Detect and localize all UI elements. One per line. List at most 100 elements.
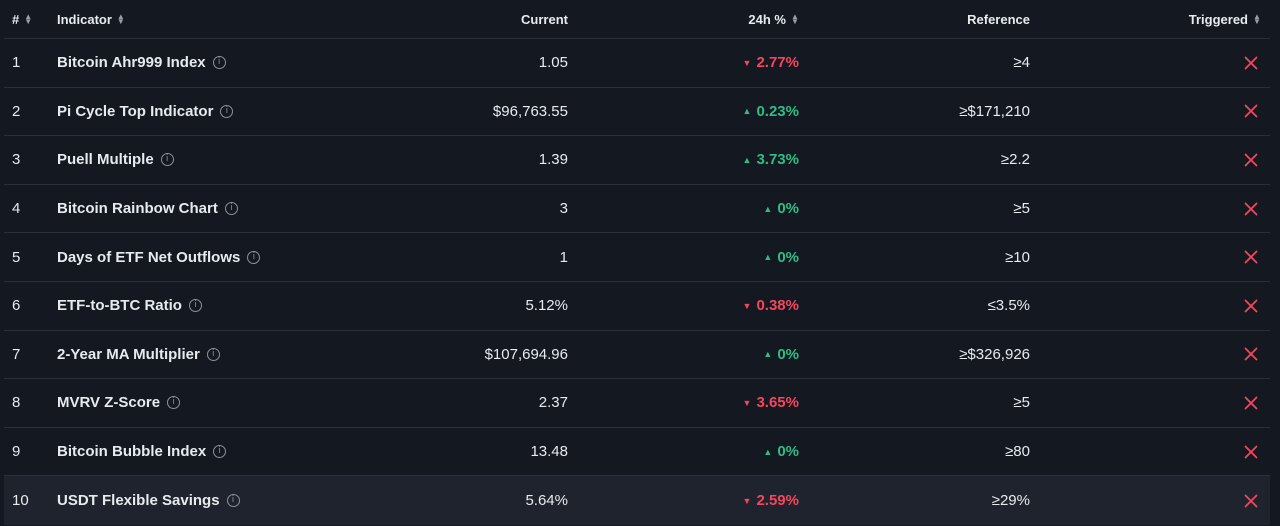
indicator-name[interactable]: Puell Multiple (57, 151, 154, 169)
header-indicator[interactable]: Indicator ▲ ▼ (57, 0, 457, 38)
sort-icon[interactable]: ▲ ▼ (24, 12, 33, 26)
info-icon[interactable]: i (213, 445, 227, 459)
triggered-cell (1104, 136, 1260, 184)
header-triggered-label: Triggered (1188, 11, 1248, 27)
table-row[interactable]: 3 Puell Multiple i 1.39 ▲ 3.73% ≥2.2 (4, 136, 1270, 185)
row-number-text: 9 (12, 443, 21, 461)
header-num[interactable]: # ▲ ▼ (12, 0, 52, 38)
indicator-cell[interactable]: Days of ETF Net Outflows i (57, 233, 457, 281)
info-icon[interactable]: i (212, 56, 226, 70)
current-value: $107,694.96 (484, 345, 568, 363)
sort-icon[interactable]: ▲ ▼ (116, 12, 125, 26)
table-row[interactable]: 1 Bitcoin Ahr999 Index i 1.05 ▼ 2.77% ≥4 (4, 39, 1270, 88)
x-icon (1244, 445, 1258, 458)
reference-value: ≤3.5% (987, 297, 1030, 315)
reference-value: ≥5 (1013, 200, 1030, 218)
reference-cell: ≥10 (824, 233, 1030, 281)
indicator-cell[interactable]: MVRV Z-Score i (57, 379, 457, 427)
header-change[interactable]: 24h % ▲ ▼ (604, 0, 799, 38)
table-row[interactable]: 10 USDT Flexible Savings i 5.64% ▼ 2.59%… (4, 476, 1270, 525)
triangle-down-icon: ▼ (742, 300, 752, 311)
change-value: 3.73% (756, 151, 799, 169)
info-icon[interactable]: i (247, 250, 261, 264)
change-value: 2.77% (756, 54, 799, 72)
indicator-name[interactable]: Pi Cycle Top Indicator (57, 102, 214, 120)
indicator-cell[interactable]: 2-Year MA Multiplier i (57, 331, 457, 379)
triangle-down-icon: ▼ (742, 57, 752, 68)
row-number: 3 (12, 136, 52, 184)
triggered-cell (1104, 88, 1260, 136)
reference-value: ≥10 (1005, 248, 1030, 266)
current-value: 5.64% (525, 492, 568, 510)
info-icon[interactable]: i (167, 396, 181, 410)
row-number: 6 (12, 282, 52, 330)
row-number-text: 10 (12, 492, 29, 510)
table-row[interactable]: 6 ETF-to-BTC Ratio i 5.12% ▼ 0.38% ≤3.5% (4, 282, 1270, 331)
reference-value: ≥4 (1013, 54, 1030, 72)
info-icon[interactable]: i (188, 299, 202, 313)
row-number-text: 4 (12, 200, 21, 218)
reference-value: ≥29% (991, 492, 1030, 510)
row-number-text: 5 (12, 248, 21, 266)
row-number-text: 6 (12, 297, 21, 315)
row-number: 8 (12, 379, 52, 427)
x-icon (1244, 250, 1258, 264)
info-icon[interactable]: i (224, 202, 238, 216)
table-row[interactable]: 4 Bitcoin Rainbow Chart i 3 ▲ 0% ≥5 (4, 185, 1270, 234)
indicator-cell[interactable]: ETF-to-BTC Ratio i (57, 282, 457, 330)
reference-cell: ≥29% (824, 476, 1030, 525)
reference-value: ≥$171,210 (959, 102, 1030, 120)
change-value: 3.65% (756, 394, 799, 412)
header-triggered[interactable]: Triggered ▲ ▼ (1104, 0, 1261, 38)
indicator-name[interactable]: Bitcoin Bubble Index (57, 443, 207, 461)
table-row[interactable]: 5 Days of ETF Net Outflows i 1 ▲ 0% ≥10 (4, 233, 1270, 282)
reference-value: ≥5 (1013, 394, 1030, 412)
indicator-cell[interactable]: USDT Flexible Savings i (57, 476, 457, 525)
indicator-cell[interactable]: Puell Multiple i (57, 136, 457, 184)
table-row[interactable]: 9 Bitcoin Bubble Index i 13.48 ▲ 0% ≥80 (4, 428, 1270, 477)
header-current-label: Current (521, 11, 568, 27)
triangle-down-icon: ▼ (742, 495, 752, 506)
info-icon[interactable]: i (226, 494, 240, 508)
change-value: 0% (777, 345, 799, 363)
x-icon (1244, 56, 1258, 70)
change-value: 0% (777, 200, 799, 218)
current-value: 2.37 (538, 394, 568, 412)
table-row[interactable]: 7 2-Year MA Multiplier i $107,694.96 ▲ 0… (4, 331, 1270, 380)
triggered-cell (1104, 476, 1260, 525)
reference-value: ≥$326,926 (959, 345, 1030, 363)
change-value: 0.38% (756, 297, 799, 315)
indicator-name[interactable]: MVRV Z-Score (57, 394, 161, 412)
sort-icon[interactable]: ▲ ▼ (1253, 12, 1261, 26)
x-icon (1244, 202, 1258, 215)
triangle-up-icon: ▲ (763, 349, 773, 360)
indicator-cell[interactable]: Pi Cycle Top Indicator i (57, 88, 457, 136)
x-icon (1244, 494, 1258, 508)
info-icon[interactable]: i (160, 153, 174, 167)
table-row[interactable]: 8 MVRV Z-Score i 2.37 ▼ 3.65% ≥5 (4, 379, 1270, 428)
row-number: 9 (12, 428, 52, 476)
indicator-name[interactable]: ETF-to-BTC Ratio (57, 297, 182, 315)
indicator-name[interactable]: USDT Flexible Savings (57, 492, 220, 510)
indicator-name[interactable]: Bitcoin Ahr999 Index (57, 54, 206, 72)
current-cell: 5.12% (304, 282, 568, 330)
reference-value: ≥80 (1005, 443, 1030, 461)
indicator-cell[interactable]: Bitcoin Bubble Index i (57, 428, 457, 476)
change-value: 0.23% (756, 102, 799, 120)
indicator-name[interactable]: Bitcoin Rainbow Chart (57, 200, 218, 218)
reference-cell: ≥5 (824, 185, 1030, 233)
sort-icon[interactable]: ▲ ▼ (791, 12, 799, 26)
triangle-up-icon: ▲ (742, 154, 752, 165)
header-change-label: 24h % (748, 11, 786, 27)
indicator-name[interactable]: Days of ETF Net Outflows (57, 248, 241, 266)
info-icon[interactable]: i (206, 347, 220, 361)
info-icon[interactable]: i (220, 104, 234, 118)
change-cell: ▲ 3.73% (604, 136, 799, 184)
indicator-cell[interactable]: Bitcoin Ahr999 Index i (57, 39, 457, 87)
triangle-up-icon: ▲ (763, 252, 773, 263)
indicator-name[interactable]: 2-Year MA Multiplier (57, 345, 200, 363)
table-row[interactable]: 2 Pi Cycle Top Indicator i $96,763.55 ▲ … (4, 88, 1270, 137)
header-num-label: # (12, 11, 20, 27)
row-number: 2 (12, 88, 52, 136)
indicator-cell[interactable]: Bitcoin Rainbow Chart i (57, 185, 457, 233)
